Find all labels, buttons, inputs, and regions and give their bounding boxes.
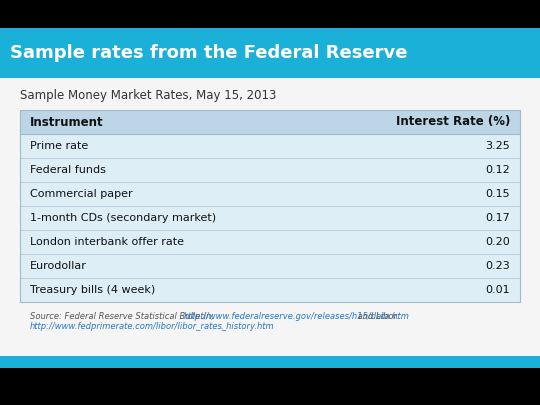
Text: Federal funds: Federal funds bbox=[30, 165, 106, 175]
Text: Interest Rate (%): Interest Rate (%) bbox=[396, 115, 510, 128]
Text: Source: Federal Reserve Statistical Bulletin,: Source: Federal Reserve Statistical Bull… bbox=[30, 312, 217, 321]
Text: 0.17: 0.17 bbox=[485, 213, 510, 223]
Bar bbox=[0, 28, 540, 360]
Text: Prime rate: Prime rate bbox=[30, 141, 88, 151]
Text: 3.25: 3.25 bbox=[485, 141, 510, 151]
Text: Eurodollar: Eurodollar bbox=[30, 261, 87, 271]
Text: Treasury bills (4 week): Treasury bills (4 week) bbox=[30, 285, 156, 295]
Text: Instrument: Instrument bbox=[30, 115, 104, 128]
Text: Commercial paper: Commercial paper bbox=[30, 189, 133, 199]
Text: Sample Money Market Rates, May 15, 2013: Sample Money Market Rates, May 15, 2013 bbox=[20, 90, 276, 102]
Text: and Libor:: and Libor: bbox=[355, 312, 400, 321]
Bar bbox=[20, 110, 520, 302]
Text: 0.15: 0.15 bbox=[485, 189, 510, 199]
Bar bbox=[20, 134, 520, 302]
Text: .: . bbox=[221, 322, 224, 331]
Text: 0.12: 0.12 bbox=[485, 165, 510, 175]
Bar bbox=[0, 356, 540, 368]
Text: Sample rates from the Federal Reserve: Sample rates from the Federal Reserve bbox=[10, 44, 408, 62]
Bar bbox=[0, 368, 540, 405]
Bar bbox=[0, 28, 540, 78]
Text: 0.23: 0.23 bbox=[485, 261, 510, 271]
Bar bbox=[0, 0, 540, 28]
Text: London interbank offer rate: London interbank offer rate bbox=[30, 237, 184, 247]
Text: 0.20: 0.20 bbox=[485, 237, 510, 247]
Text: http://www.federalreserve.gov/releases/h15/data.htm: http://www.federalreserve.gov/releases/h… bbox=[184, 312, 410, 321]
Bar bbox=[20, 110, 520, 134]
Text: http://www.fedprimerate.com/libor/libor_rates_history.htm: http://www.fedprimerate.com/libor/libor_… bbox=[30, 322, 275, 331]
Text: 1-month CDs (secondary market): 1-month CDs (secondary market) bbox=[30, 213, 216, 223]
Text: 0.01: 0.01 bbox=[485, 285, 510, 295]
